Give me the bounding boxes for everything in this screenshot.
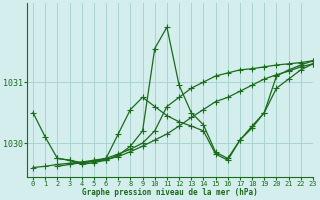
X-axis label: Graphe pression niveau de la mer (hPa): Graphe pression niveau de la mer (hPa): [82, 188, 258, 197]
